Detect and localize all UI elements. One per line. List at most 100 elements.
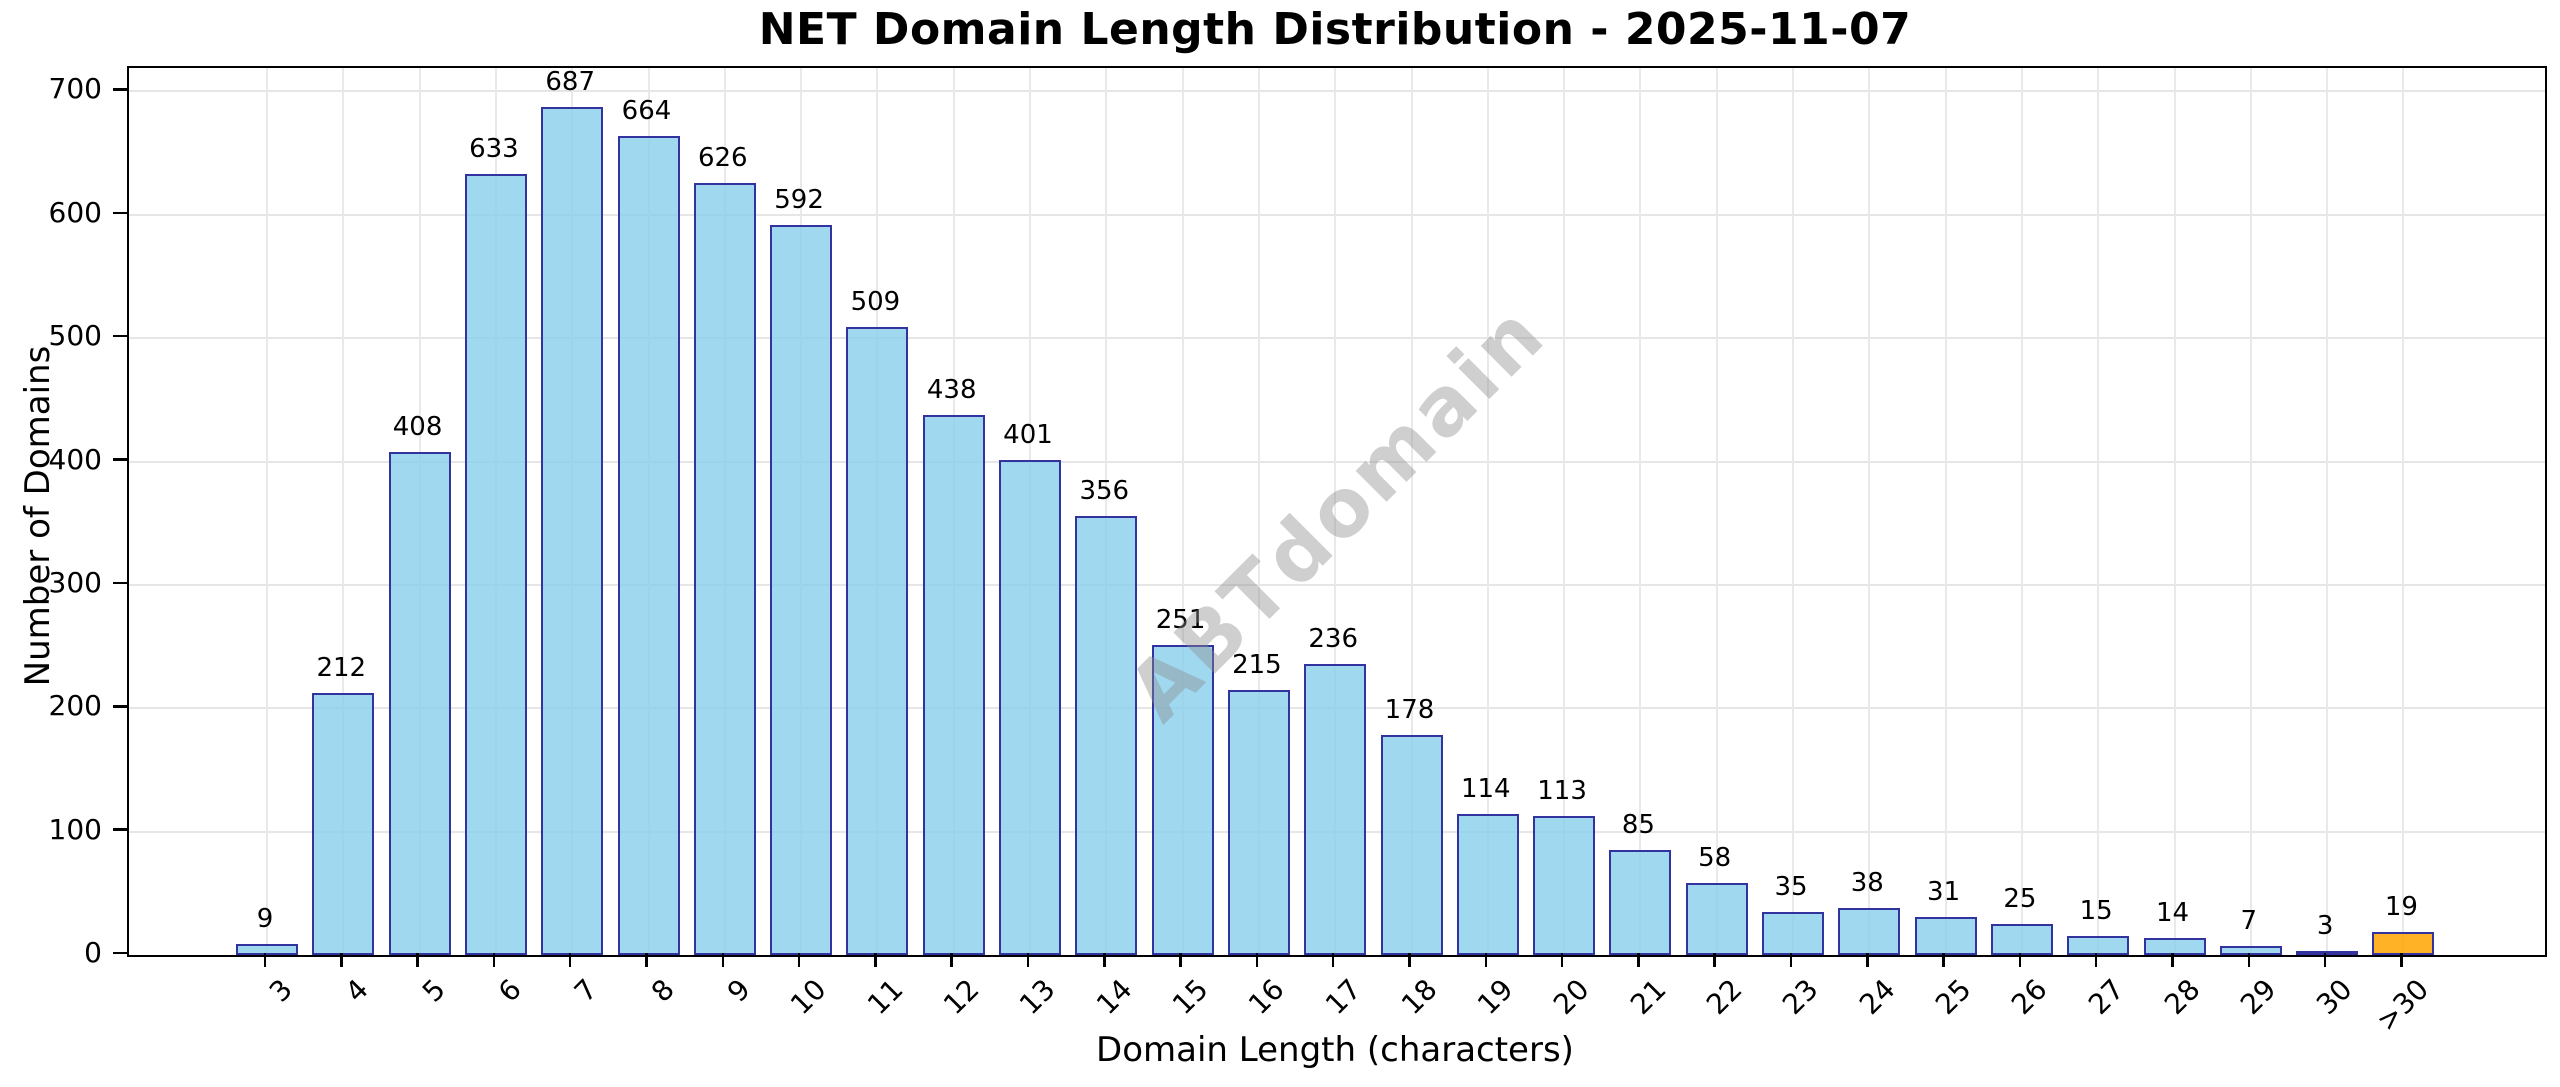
x-tick-label: 25 xyxy=(1928,972,1978,1022)
x-tick-label: 17 xyxy=(1318,972,1368,1022)
y-tick-label: 200 xyxy=(48,689,102,723)
x-tick-label: >30 xyxy=(2370,972,2436,1038)
x-tick-mark xyxy=(1408,953,1411,967)
x-tick-mark xyxy=(2018,953,2022,967)
y-tick-label: 600 xyxy=(48,195,102,229)
bar-value-label: 3 xyxy=(2316,911,2334,942)
x-tick-label: 20 xyxy=(1547,972,1597,1022)
bar-value-label: 113 xyxy=(1537,775,1587,806)
x-tick-mark xyxy=(721,953,725,967)
bar xyxy=(1762,911,1824,955)
gridline-vertical xyxy=(1410,68,1413,955)
bar xyxy=(1304,663,1367,955)
bar-value-label: 438 xyxy=(926,374,977,405)
bar xyxy=(2219,946,2282,955)
gridline-vertical xyxy=(1639,68,1642,955)
x-tick-mark xyxy=(1637,953,1640,967)
x-tick-label: 10 xyxy=(784,972,834,1022)
gridline-horizontal xyxy=(129,337,2545,340)
bar-value-label: 58 xyxy=(1698,843,1732,874)
gridline-vertical xyxy=(1334,68,1337,955)
gridline-vertical xyxy=(1181,68,1184,955)
x-tick-mark xyxy=(2400,953,2403,967)
bar xyxy=(999,460,1061,955)
x-tick-mark xyxy=(2247,953,2251,967)
gridline-vertical xyxy=(1105,68,1108,955)
y-tick-mark xyxy=(113,88,127,91)
bar-value-label: 251 xyxy=(1155,605,1206,636)
x-tick-mark xyxy=(263,953,267,967)
x-tick-label: 18 xyxy=(1394,972,1444,1022)
y-tick-mark xyxy=(113,211,127,215)
x-tick-mark xyxy=(2171,953,2174,967)
x-tick-label: 26 xyxy=(2005,972,2054,1022)
y-tick-label: 0 xyxy=(84,936,102,969)
x-tick-mark xyxy=(950,953,953,967)
bar-value-label: 38 xyxy=(1850,868,1884,899)
x-tick-label: 19 xyxy=(1471,972,1520,1022)
y-tick-mark xyxy=(113,828,127,831)
bar-value-label: 592 xyxy=(774,184,824,215)
y-tick-mark xyxy=(113,581,127,585)
x-tick-label: 16 xyxy=(1242,972,1291,1022)
x-tick-label: 12 xyxy=(937,972,986,1022)
x-tick-mark xyxy=(1789,953,1793,967)
x-tick-mark xyxy=(1942,953,1945,967)
gridline-horizontal xyxy=(129,213,2545,216)
gridline-vertical xyxy=(1563,68,1566,955)
bar xyxy=(1075,515,1138,955)
x-tick-mark xyxy=(416,953,419,967)
bar-value-label: 356 xyxy=(1079,475,1130,506)
x-tick-label: 6 xyxy=(491,972,528,1009)
bar-value-label: 664 xyxy=(621,95,672,126)
gridline-vertical xyxy=(2097,68,2100,955)
x-tick-label: 30 xyxy=(2310,972,2360,1022)
y-tick-label: 300 xyxy=(48,565,102,599)
gridline-vertical xyxy=(1486,68,1489,955)
x-tick-label: 27 xyxy=(2081,972,2131,1022)
bar xyxy=(1914,916,1977,955)
x-tick-label: 8 xyxy=(644,972,681,1009)
bar xyxy=(541,107,604,955)
bar xyxy=(388,451,451,955)
gridline-vertical xyxy=(2020,68,2023,955)
x-tick-label: 23 xyxy=(1776,972,1825,1022)
gridline-vertical xyxy=(342,68,345,955)
bar xyxy=(1609,850,1672,955)
gridline-horizontal xyxy=(129,460,2545,463)
gridline-vertical xyxy=(1792,68,1794,955)
x-tick-label: 14 xyxy=(1089,972,1139,1022)
bar xyxy=(1380,735,1443,955)
y-tick-mark xyxy=(113,951,127,955)
bar-value-label: 31 xyxy=(1927,876,1961,907)
x-tick-label: 15 xyxy=(1165,972,1215,1022)
x-tick-label: 21 xyxy=(1623,972,1673,1022)
x-tick-label: 9 xyxy=(720,972,757,1009)
x-tick-mark xyxy=(568,953,572,967)
bar xyxy=(2296,951,2359,956)
x-tick-mark xyxy=(874,953,877,967)
bar-value-label: 687 xyxy=(545,67,595,98)
gridline-horizontal xyxy=(129,583,2545,586)
gridline-horizontal xyxy=(129,90,2545,93)
x-tick-label: 11 xyxy=(860,972,910,1022)
bar-value-label: 178 xyxy=(1384,695,1435,726)
gridline-vertical xyxy=(2402,68,2405,955)
bar-value-label: 19 xyxy=(2384,891,2418,922)
x-tick-mark xyxy=(2094,953,2098,967)
bar-value-label: 633 xyxy=(469,134,519,165)
bar-value-label: 215 xyxy=(1232,649,1282,680)
gridline-vertical xyxy=(2173,68,2176,955)
y-tick-label: 700 xyxy=(48,72,102,106)
x-tick-label: 29 xyxy=(2234,972,2283,1022)
y-tick-mark xyxy=(113,458,127,461)
plot-area xyxy=(127,66,2547,957)
gridline-vertical xyxy=(2249,68,2252,955)
bar-value-label: 25 xyxy=(2003,884,2037,915)
gridline-vertical xyxy=(2326,68,2329,955)
x-tick-mark xyxy=(1179,953,1182,967)
bar-value-label: 509 xyxy=(850,287,901,318)
bar xyxy=(1838,908,1901,955)
x-tick-label: 7 xyxy=(568,972,605,1009)
bar xyxy=(770,224,833,955)
